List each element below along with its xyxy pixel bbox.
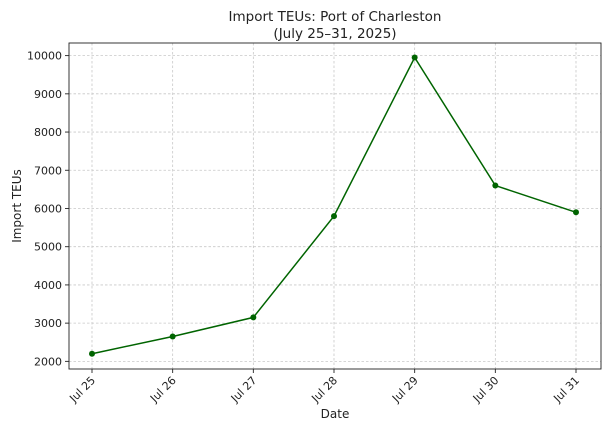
- chart-title: Import TEUs: Port of Charleston: [229, 9, 442, 25]
- x-tick-label: Jul 27: [228, 374, 260, 406]
- y-tick-label: 5000: [34, 241, 62, 254]
- data-point: [89, 350, 95, 357]
- y-tick-label: 7000: [34, 164, 62, 177]
- data-point: [250, 314, 257, 321]
- x-tick-label: Jul 25: [66, 374, 98, 406]
- y-axis-label: Import TEUs: [10, 169, 24, 243]
- y-tick-label: 4000: [34, 279, 62, 292]
- chart-subtitle: (July 25–31, 2025): [273, 26, 396, 42]
- data-point: [331, 213, 337, 220]
- x-tick-label: Jul 26: [147, 374, 179, 406]
- series-layer: [89, 54, 579, 357]
- x-tick-label: Jul 31: [550, 374, 582, 406]
- data-point: [492, 182, 499, 189]
- data-point: [411, 54, 418, 61]
- y-tick-label: 2000: [34, 355, 62, 368]
- axis-ticks: 2000 3000 4000 5000 6000 7000 8000 9000 10000 Jul…: [27, 50, 582, 406]
- x-tick-label: Jul 28: [308, 374, 340, 406]
- y-tick-label: 3000: [34, 317, 62, 330]
- plot-frame: [68, 42, 602, 370]
- data-point: [573, 209, 579, 216]
- x-tick-label: Jul 30: [470, 374, 502, 406]
- y-tick-label: 8000: [34, 126, 62, 139]
- data-point: [169, 333, 176, 340]
- y-tick-label: 6000: [34, 202, 62, 215]
- x-tick-label: Jul 29: [389, 374, 421, 406]
- y-tick-label: 9000: [34, 88, 62, 101]
- y-tick-label: 10000: [27, 50, 62, 63]
- x-axis-label: Date: [321, 407, 350, 421]
- grid-lines: [69, 43, 601, 369]
